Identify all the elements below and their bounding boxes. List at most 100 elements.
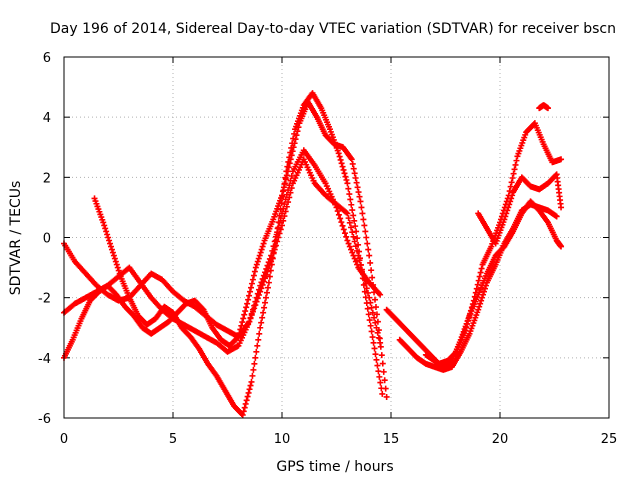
- data-point-interp: [363, 235, 369, 241]
- data-point-interp: [251, 273, 257, 279]
- data-point-interp: [259, 247, 265, 253]
- data-point: [357, 198, 363, 204]
- y-tick-label-0: 0: [43, 232, 51, 247]
- data-point-interp: [105, 235, 111, 241]
- x-axis-label: GPS time / hours: [276, 459, 393, 475]
- data-point-interp: [359, 210, 365, 216]
- data-point-interp: [340, 164, 346, 170]
- data-point-interp: [254, 262, 260, 268]
- data-point-interp: [347, 196, 353, 202]
- data-point-interp: [258, 250, 264, 256]
- data-point-interp: [356, 189, 362, 195]
- data-point-interp: [260, 244, 266, 250]
- data-point-interp: [510, 175, 516, 181]
- chart-title: Day 196 of 2014, Sidereal Day-to-day VTE…: [50, 21, 616, 37]
- data-point-interp: [112, 256, 118, 262]
- data-point-interp: [380, 361, 386, 367]
- data-point-interp: [265, 285, 271, 291]
- data-point: [371, 340, 377, 346]
- data-point-interp: [352, 170, 358, 176]
- data-point-interp: [249, 281, 255, 287]
- data-point-interp: [263, 295, 269, 301]
- y-axis-label: SDTVAR / TECUs: [8, 181, 24, 296]
- data-point-interp: [341, 226, 347, 232]
- data-point: [253, 265, 259, 271]
- data-point-interp: [362, 228, 368, 234]
- data-point-interp: [245, 297, 251, 303]
- y-tick-label-minus-2: -2: [38, 292, 51, 307]
- data-point-interp: [372, 345, 378, 351]
- data-point: [109, 247, 115, 253]
- data-point-interp: [373, 357, 379, 363]
- data-point-interp: [262, 300, 268, 306]
- data-point: [353, 228, 359, 234]
- x-tick-label-0: 0: [60, 432, 68, 447]
- data-point-interp: [256, 331, 262, 337]
- data-point-interp: [364, 241, 370, 247]
- data-point-interp: [383, 386, 389, 392]
- data-point-interp: [346, 241, 352, 247]
- data-point-interp: [254, 343, 260, 349]
- data-point-interp: [376, 374, 382, 380]
- data-point: [244, 301, 250, 307]
- data-point-interp: [358, 204, 364, 210]
- data-point-interp: [354, 180, 360, 186]
- data-point-interp: [248, 285, 254, 291]
- y-tick-label-6: 6: [43, 51, 51, 66]
- data-point-interp: [375, 368, 381, 374]
- data-point-interp: [115, 265, 121, 271]
- data-point-interp: [349, 207, 355, 213]
- data-point-interp: [250, 367, 256, 373]
- data-point-interp: [246, 293, 252, 299]
- data-point: [379, 391, 385, 397]
- data-point-interp: [336, 212, 342, 218]
- y-tick-label-minus-6: -6: [38, 412, 51, 427]
- y-tick-label-4: 4: [43, 111, 51, 126]
- y-tick-label-2: 2: [43, 171, 51, 186]
- data-point-interp: [255, 337, 261, 343]
- data-points: [61, 90, 564, 418]
- data-point-interp: [261, 241, 267, 247]
- x-tick-label-10: 10: [274, 432, 291, 447]
- data-point-interp: [242, 405, 248, 411]
- data-point-interp: [341, 167, 347, 173]
- data-point-interp: [348, 202, 354, 208]
- data-point-interp: [512, 166, 518, 172]
- data-point-interp: [374, 363, 380, 369]
- data-point-interp: [240, 315, 246, 321]
- data-point: [257, 325, 263, 331]
- data-point-interp: [372, 351, 378, 357]
- x-tick-label-15: 15: [383, 432, 400, 447]
- data-point-interp: [103, 228, 109, 234]
- data-point-interp: [353, 175, 359, 181]
- data-point-interp: [365, 247, 371, 253]
- data-point: [344, 180, 350, 186]
- data-point-interp: [249, 373, 255, 379]
- data-point-interp: [102, 225, 108, 231]
- data-point-interp: [250, 277, 256, 283]
- data-point-interp: [368, 267, 374, 273]
- data-point: [558, 204, 564, 210]
- data-point-interp: [337, 215, 343, 221]
- data-point-interp: [257, 253, 263, 259]
- data-point-interp: [513, 158, 519, 164]
- data-point-interp: [256, 256, 262, 262]
- x-tick-label-25: 25: [601, 432, 618, 447]
- data-point-interp: [364, 300, 370, 306]
- data-point-interp: [248, 383, 254, 389]
- data-point-interp: [342, 230, 348, 236]
- data-point: [344, 238, 350, 244]
- data-point-interp: [342, 174, 348, 180]
- data-point-interp: [348, 247, 354, 253]
- data-point-interp: [245, 394, 251, 400]
- data-point-interp: [247, 386, 253, 392]
- data-point-interp: [242, 308, 248, 314]
- data-point-interp: [108, 244, 114, 250]
- data-point-interp: [340, 223, 346, 229]
- data-point-interp: [338, 157, 344, 163]
- data-point-interp: [113, 259, 119, 265]
- data-point-interp: [345, 186, 351, 192]
- data-point-interp: [360, 216, 366, 222]
- data-point-interp: [338, 219, 344, 225]
- data-point-interp: [243, 304, 249, 310]
